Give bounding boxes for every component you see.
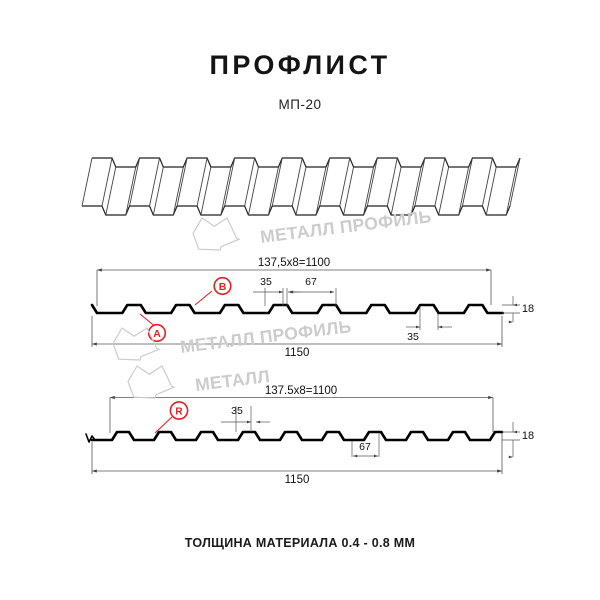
svg-text:67: 67 bbox=[359, 441, 371, 453]
svg-text:18: 18 bbox=[522, 430, 534, 442]
svg-text:МЕТАЛЛ: МЕТАЛЛ bbox=[194, 366, 271, 395]
svg-text:67: 67 bbox=[305, 276, 317, 288]
svg-text:137.5x8=1100: 137.5x8=1100 bbox=[265, 385, 337, 397]
svg-text:B: B bbox=[219, 281, 227, 293]
svg-text:A: A bbox=[153, 328, 161, 340]
svg-text:35: 35 bbox=[407, 331, 419, 343]
svg-text:R: R bbox=[175, 407, 183, 418]
svg-text:137,5x8=1100: 137,5x8=1100 bbox=[258, 257, 330, 269]
svg-text:1150: 1150 bbox=[285, 474, 310, 486]
svg-text:35: 35 bbox=[231, 405, 243, 417]
svg-text:18: 18 bbox=[522, 303, 534, 315]
svg-text:35: 35 bbox=[260, 276, 272, 288]
svg-text:1150: 1150 bbox=[285, 347, 310, 359]
